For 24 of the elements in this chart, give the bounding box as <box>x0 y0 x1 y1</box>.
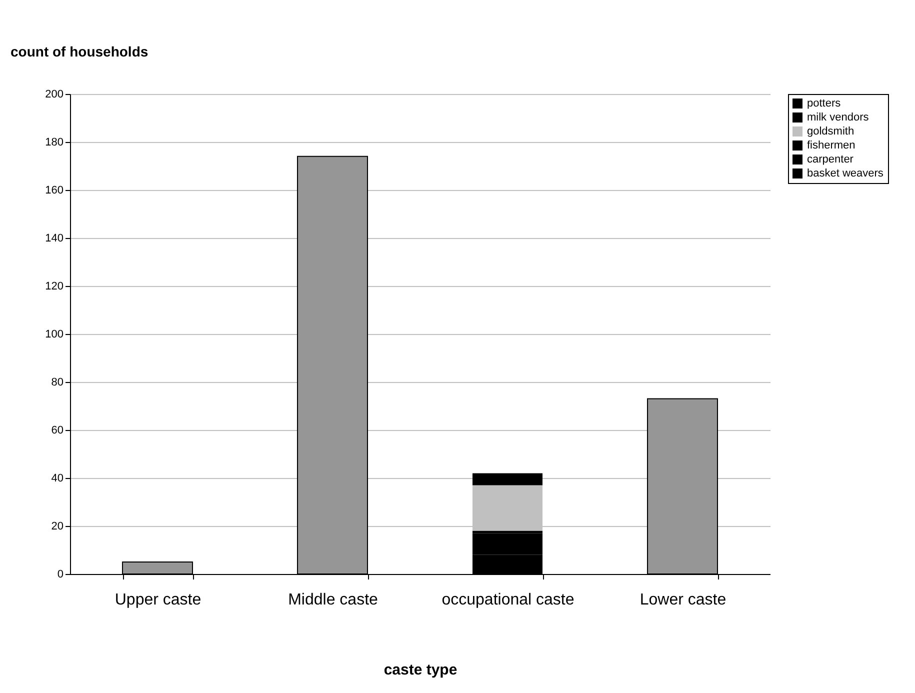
x-tick-label: Middle caste <box>288 592 378 608</box>
x-axis-title: caste type <box>384 662 458 678</box>
y-tick-label: 180 <box>45 136 64 148</box>
y-tick-label: 20 <box>51 520 64 532</box>
y-tick-label: 100 <box>45 328 64 340</box>
y-axis-title: count of households <box>10 44 148 60</box>
legend-label: fishermen <box>807 140 856 152</box>
y-tick-label: 200 <box>45 88 64 100</box>
x-tick-label: occupational caste <box>442 592 574 608</box>
bar <box>472 473 542 486</box>
legend-label: carpenter <box>807 154 854 166</box>
legend-label: milk vendors <box>807 112 870 124</box>
x-tick-label: Upper caste <box>114 592 202 608</box>
y-tick-label: 120 <box>45 280 64 292</box>
y-tick-label: 80 <box>51 376 64 388</box>
y-tick-label: 140 <box>45 232 64 244</box>
y-tick-label: 0 <box>57 568 64 580</box>
legend-label: potters <box>807 98 842 110</box>
legend-label: goldsmith <box>807 126 854 138</box>
y-tick-label: 40 <box>51 472 64 484</box>
legend-label: basket weavers <box>807 168 884 180</box>
y-tick-label: 160 <box>45 184 64 196</box>
y-tick-label: 60 <box>51 424 64 436</box>
x-tick-label: Lower caste <box>640 592 726 608</box>
